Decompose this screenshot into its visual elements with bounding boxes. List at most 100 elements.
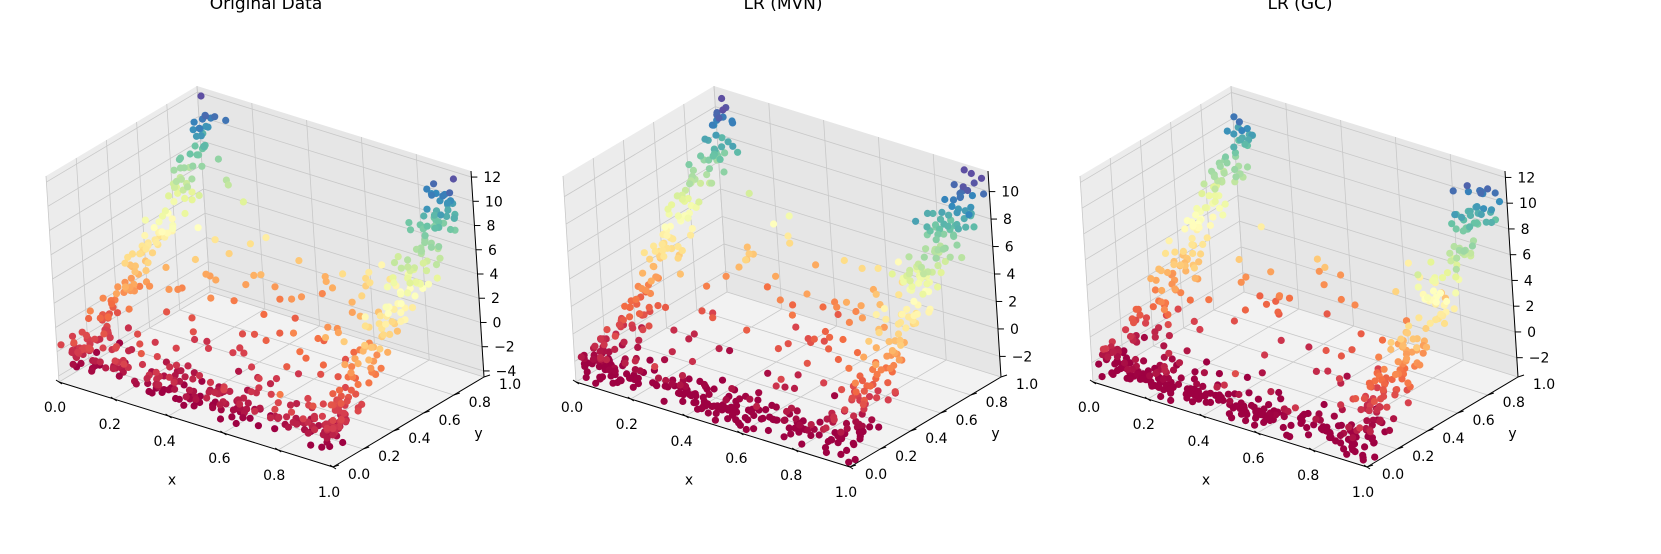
scatter-point (704, 409, 712, 417)
scatter-point (1267, 388, 1275, 396)
scatter-point (621, 302, 629, 310)
scatter-point (348, 363, 356, 371)
scatter-point (1140, 333, 1148, 342)
scatter-point (703, 282, 711, 290)
scatter-point (874, 264, 882, 272)
scatter-point (1452, 225, 1460, 233)
scatter-point (211, 236, 219, 244)
y-tick-mark (940, 410, 947, 414)
scatter-point (843, 425, 851, 433)
scatter-point (743, 326, 751, 334)
scatter-point (190, 118, 198, 126)
scatter-point (244, 399, 252, 407)
scatter-point (299, 415, 307, 423)
scatter-point (195, 124, 203, 132)
scatter-point (1360, 394, 1368, 403)
scatter-point (635, 310, 644, 318)
grid-line (1232, 117, 1508, 204)
scatter-point (1376, 418, 1384, 426)
scatter-point (202, 270, 210, 278)
scatter-point (309, 402, 317, 410)
scatter-point (1098, 373, 1106, 381)
scatter-point (1252, 414, 1260, 422)
y-tick-mark (910, 428, 917, 432)
scatter-point (635, 336, 643, 344)
x-axis-label: x (168, 473, 176, 489)
y-tick-mark (363, 446, 370, 450)
scatter-point (276, 329, 284, 337)
scatter-point (163, 308, 171, 316)
scatter-point (257, 271, 265, 279)
scatter-point (685, 161, 693, 169)
scatter-point (1357, 406, 1365, 414)
scatter-point (189, 375, 197, 383)
scatter-point (324, 323, 332, 331)
scatter-point (1363, 417, 1371, 425)
scatter-point (1312, 367, 1320, 375)
scatter-point (639, 326, 647, 334)
z-tick-label: −2 (1529, 351, 1550, 367)
scatter-point (705, 390, 713, 398)
scatter-point (449, 175, 457, 183)
scatter-point (1171, 285, 1179, 293)
scatter-point (937, 269, 945, 277)
scatter-point (191, 142, 199, 150)
x-axis-label: x (1202, 473, 1210, 489)
scatter-point (1168, 355, 1176, 363)
scatter-point (1279, 423, 1287, 432)
scatter-point (755, 389, 763, 397)
scatter-point (216, 401, 224, 409)
scatter-point (764, 369, 772, 377)
scatter-point (1232, 173, 1240, 181)
y-tick-label: 0.2 (895, 449, 917, 465)
scatter-point (170, 166, 178, 174)
scatter-point (376, 312, 384, 320)
plot-2: LR (MVN)0.00.20.40.60.81.0x 0.00.20.40.60… (561, 0, 1038, 501)
scatter-point (787, 430, 795, 438)
scatter-point (1336, 431, 1345, 440)
scatter-point (68, 332, 77, 340)
scatter-point (1243, 410, 1251, 418)
scatter-point (596, 375, 604, 383)
scatter-point (271, 283, 279, 291)
scatter-point (165, 373, 173, 381)
scatter-point (772, 382, 780, 390)
scatter-point (177, 367, 185, 375)
z-tick-label: 2 (491, 291, 500, 307)
scatter-point (1122, 326, 1130, 334)
scatter-point (577, 353, 585, 361)
scatter-point (319, 361, 327, 369)
scatter-point (142, 245, 150, 253)
scatter-point (1343, 372, 1351, 380)
scatter-point (915, 279, 923, 287)
x-tick-label: 1.0 (835, 485, 857, 501)
scatter-point (397, 264, 405, 272)
scatter-point (678, 372, 687, 380)
x-axis-line (575, 381, 851, 468)
scatter-point (214, 155, 222, 163)
scatter-point (230, 297, 238, 305)
grid-line (1153, 345, 1428, 432)
y-tick-label: 1.0 (499, 377, 521, 393)
scatter-point (816, 418, 824, 426)
scatter-point (894, 330, 903, 338)
scatter-point (713, 402, 722, 410)
scatter-point (1447, 257, 1455, 265)
scatter-point (1256, 292, 1264, 300)
scatter-point (1463, 182, 1471, 190)
scatter-point (895, 291, 903, 299)
scatter-point (1450, 242, 1458, 251)
scatter-point (1337, 401, 1345, 409)
scatter-point (236, 344, 244, 352)
scatter-point (271, 425, 279, 433)
scatter-point (153, 375, 161, 383)
scatter-point (329, 425, 337, 433)
scatter-point (411, 292, 419, 300)
scatter-point (205, 388, 213, 396)
scatter-point (742, 425, 750, 434)
scatter-point (384, 309, 392, 317)
scatter-point (626, 374, 634, 382)
scatter-point (262, 234, 270, 242)
scatter-point (373, 351, 381, 359)
scatter-point (1422, 343, 1431, 351)
